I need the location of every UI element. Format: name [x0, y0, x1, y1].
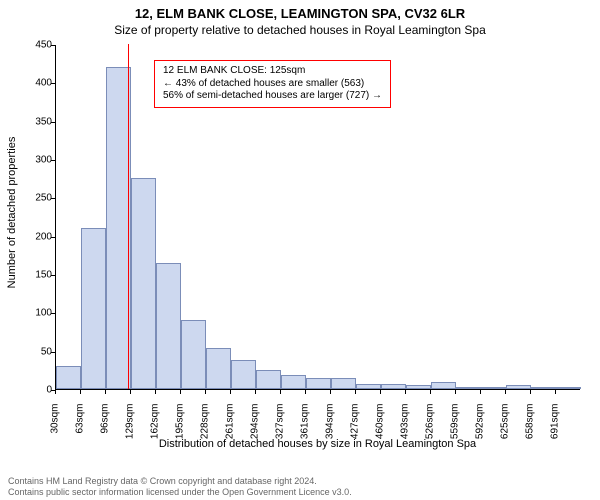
histogram-bar	[381, 384, 406, 389]
x-tick-mark	[280, 390, 281, 394]
histogram-bar	[81, 228, 106, 389]
y-tick-label: 0	[12, 385, 52, 396]
y-tick-label: 50	[12, 346, 52, 357]
x-tick-mark	[155, 390, 156, 394]
y-tick-label: 300	[12, 155, 52, 166]
chart-container: Number of detached properties 0 50 100 150 2…	[0, 40, 600, 450]
x-axis-label: Distribution of detached houses by size …	[55, 438, 580, 450]
x-tick-mark	[505, 390, 506, 394]
histogram-bar	[331, 378, 356, 390]
y-tick-label: 250	[12, 193, 52, 204]
page-title: 12, ELM BANK CLOSE, LEAMINGTON SPA, CV32…	[0, 0, 600, 21]
histogram-bar	[181, 320, 206, 389]
x-tick-mark	[430, 390, 431, 394]
histogram-bar	[306, 378, 331, 389]
x-tick-mark	[455, 390, 456, 394]
page-root: 12, ELM BANK CLOSE, LEAMINGTON SPA, CV32…	[0, 0, 600, 500]
x-tick-mark	[230, 390, 231, 394]
x-tick-mark	[130, 390, 131, 394]
footer-line-2: Contains public sector information licen…	[8, 487, 352, 498]
page-subtitle: Size of property relative to detached ho…	[0, 21, 600, 37]
histogram-bar	[556, 387, 581, 389]
info-line-1: 12 ELM BANK CLOSE: 125sqm	[163, 65, 382, 78]
info-box: 12 ELM BANK CLOSE: 125sqm ← 43% of detac…	[154, 60, 391, 108]
y-axis-label: Number of detached properties	[6, 40, 18, 385]
histogram-bar	[256, 370, 281, 389]
histogram-bar	[231, 360, 256, 389]
y-tick-label: 350	[12, 116, 52, 127]
histogram-bar	[406, 385, 431, 389]
x-tick-mark	[555, 390, 556, 394]
x-tick-mark	[305, 390, 306, 394]
y-tick-label: 400	[12, 78, 52, 89]
histogram-bar	[281, 375, 306, 389]
histogram-bar	[156, 263, 181, 390]
info-line-3: 56% of semi-detached houses are larger (…	[163, 90, 382, 103]
y-tick-label: 450	[12, 40, 52, 51]
x-tick-mark	[55, 390, 56, 394]
y-tick-label: 200	[12, 231, 52, 242]
plot-area: 12 ELM BANK CLOSE: 125sqm ← 43% of detac…	[55, 45, 580, 390]
y-tick-label: 100	[12, 308, 52, 319]
histogram-bar	[56, 366, 81, 389]
histogram-bar	[206, 348, 231, 389]
histogram-bar	[506, 385, 531, 389]
x-tick-mark	[180, 390, 181, 394]
x-tick-mark	[105, 390, 106, 394]
histogram-bar	[131, 178, 156, 389]
histogram-bar	[456, 387, 481, 389]
x-tick-mark	[205, 390, 206, 394]
x-tick-mark	[380, 390, 381, 394]
x-tick-mark	[255, 390, 256, 394]
x-tick-mark	[80, 390, 81, 394]
marker-line	[128, 44, 129, 389]
x-tick-mark	[480, 390, 481, 394]
x-tick-mark	[405, 390, 406, 394]
histogram-bar	[531, 387, 556, 389]
x-tick-mark	[355, 390, 356, 394]
histogram-bar	[356, 384, 381, 389]
x-tick-mark	[330, 390, 331, 394]
histogram-bar	[431, 382, 456, 389]
x-tick-mark	[530, 390, 531, 394]
y-tick-label: 150	[12, 270, 52, 281]
footer: Contains HM Land Registry data © Crown c…	[8, 476, 352, 498]
footer-line-1: Contains HM Land Registry data © Crown c…	[8, 476, 352, 487]
info-line-2: ← 43% of detached houses are smaller (56…	[163, 78, 382, 91]
histogram-bar	[481, 387, 506, 389]
